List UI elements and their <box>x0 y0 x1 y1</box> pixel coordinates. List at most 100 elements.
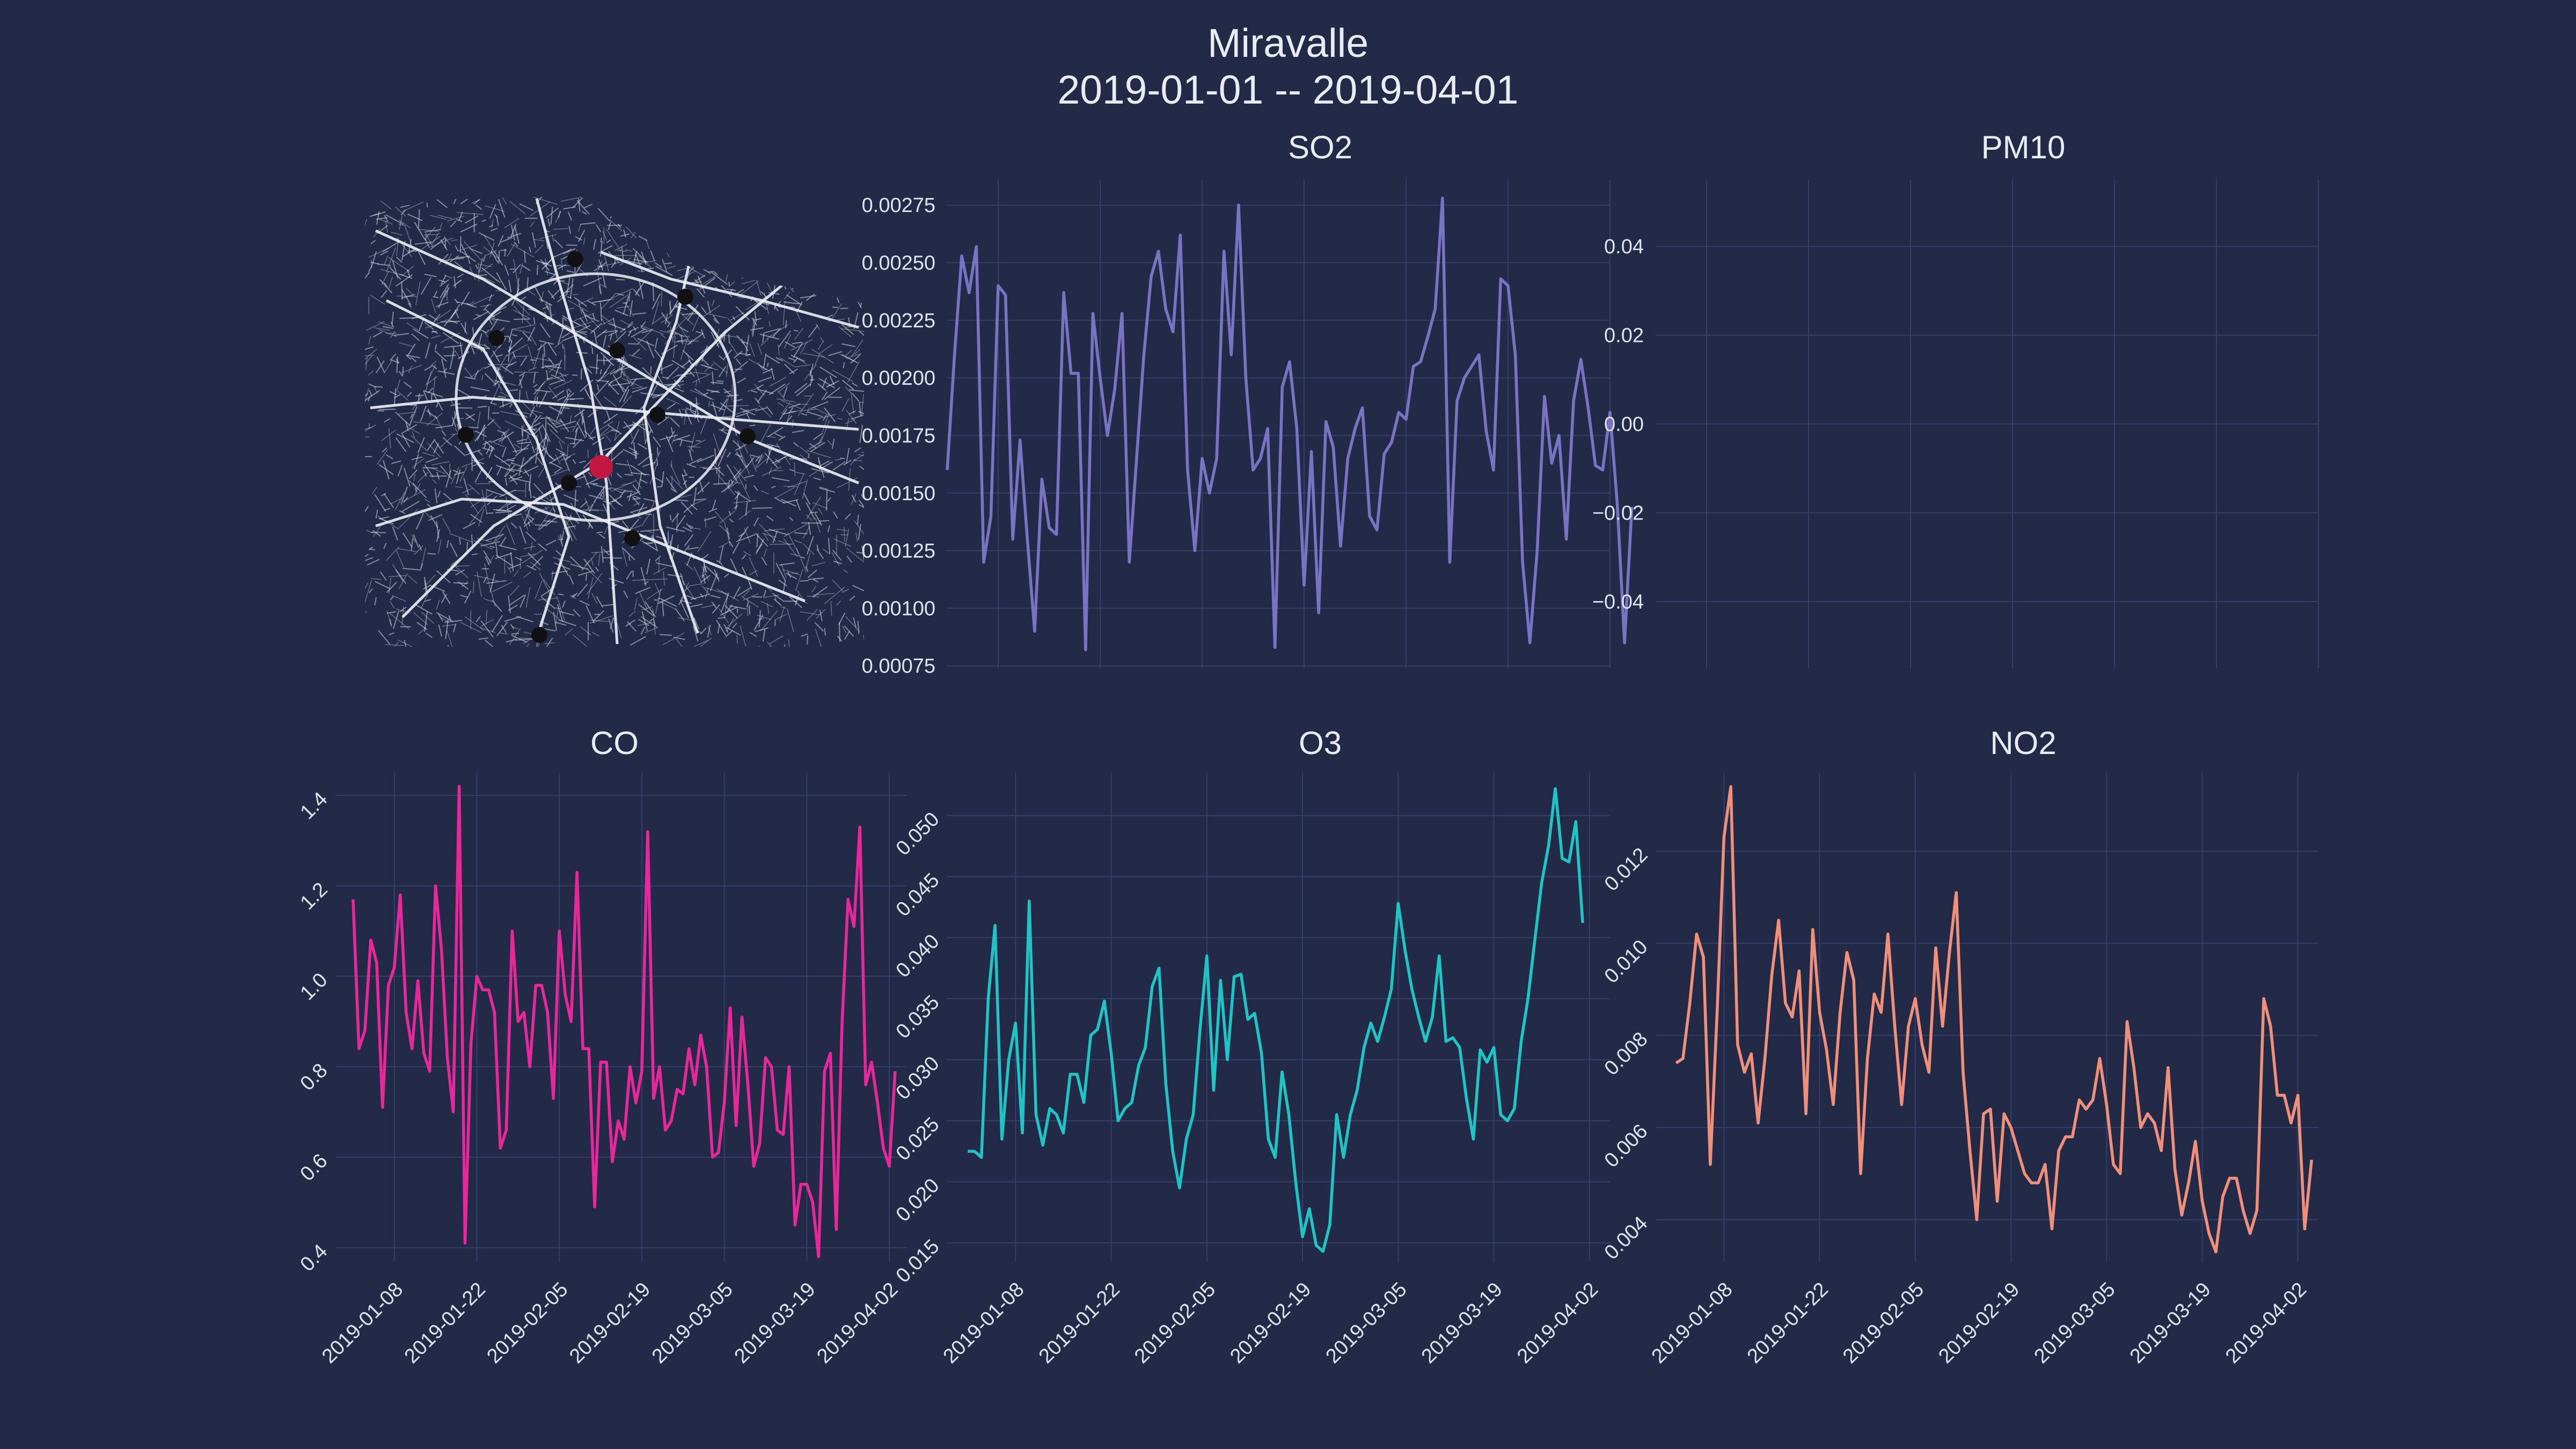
map-street <box>577 299 582 314</box>
map-street <box>400 209 406 216</box>
map-street <box>796 357 807 364</box>
map-street <box>475 430 487 437</box>
map-street <box>662 230 669 238</box>
map-street <box>758 376 772 383</box>
map-street <box>426 229 442 232</box>
map-street <box>623 370 630 384</box>
map-street <box>670 464 680 485</box>
map-street <box>719 211 738 222</box>
map-street <box>604 526 608 535</box>
map-street <box>475 265 479 269</box>
map-street <box>452 279 462 287</box>
map-street <box>808 325 818 338</box>
map-street <box>588 494 603 500</box>
map-street <box>675 213 691 224</box>
station-marker <box>649 407 665 423</box>
map-street <box>672 208 675 215</box>
map-street <box>802 479 808 500</box>
map-street <box>421 611 434 624</box>
map-street <box>638 255 652 268</box>
map-street <box>818 344 833 355</box>
no2-chart: 2019-01-08 2019-01-22 2019-02-05 2019-02-19… <box>1600 773 2318 1368</box>
map-street <box>600 352 614 367</box>
map-street <box>653 436 661 448</box>
map-street <box>788 407 794 414</box>
map-street <box>627 331 632 336</box>
map-street <box>563 317 567 321</box>
map-street <box>624 302 634 317</box>
map-street <box>434 290 438 297</box>
map-street <box>534 286 544 302</box>
map-street <box>425 319 448 329</box>
map-street <box>412 458 425 469</box>
map-street <box>611 480 636 492</box>
map-street <box>789 469 795 472</box>
map-street <box>640 325 664 335</box>
map-street <box>573 428 578 445</box>
map-street <box>460 595 469 598</box>
map-street <box>402 489 426 502</box>
map-street <box>394 206 406 217</box>
map-street <box>689 525 693 528</box>
map-street <box>665 477 677 493</box>
map-street <box>850 354 861 364</box>
map-street <box>569 575 574 584</box>
map-street <box>537 342 547 351</box>
map-street <box>726 260 728 266</box>
map-street <box>791 572 799 574</box>
map-street <box>485 466 493 479</box>
y-tick-label: 0.00150 <box>862 482 935 505</box>
map-street <box>628 291 631 302</box>
map-street <box>760 291 768 298</box>
map-street <box>397 391 409 401</box>
map-street <box>696 331 703 334</box>
map-street <box>511 477 531 483</box>
map-street <box>369 211 386 217</box>
map-street <box>508 473 518 479</box>
map-street <box>849 389 864 393</box>
map-street <box>506 504 516 511</box>
map-street <box>475 274 495 283</box>
map-street <box>418 229 440 232</box>
map-street <box>380 290 387 298</box>
map-street <box>415 604 433 615</box>
map-street <box>767 232 784 238</box>
map-street <box>369 588 373 594</box>
map-street <box>460 244 470 260</box>
map-street <box>828 236 835 253</box>
map-street <box>396 433 414 443</box>
map-street <box>460 223 478 233</box>
map-street <box>757 342 763 355</box>
o3-chart: 2019-01-08 2019-01-22 2019-02-05 2019-02-19… <box>892 773 1610 1368</box>
map-street <box>411 333 420 341</box>
map-street <box>519 262 523 274</box>
map-street <box>792 341 802 345</box>
map-street <box>794 532 808 535</box>
map-street <box>425 238 430 248</box>
map-street <box>586 573 603 595</box>
y-tick-label: 0.015 <box>892 1235 944 1287</box>
map-street <box>500 536 507 546</box>
map-street <box>400 486 408 505</box>
map-street <box>603 396 617 408</box>
map-street <box>755 277 762 296</box>
map-street <box>437 491 441 498</box>
map-street <box>843 459 852 466</box>
map-street <box>779 408 788 421</box>
map-street <box>544 270 557 276</box>
map-street <box>619 385 630 403</box>
map-street <box>630 507 648 514</box>
map-street <box>703 305 721 317</box>
map-street <box>444 345 463 348</box>
map-street <box>611 429 619 432</box>
map-street <box>715 511 725 523</box>
map-street <box>492 350 501 363</box>
map-street <box>737 296 745 299</box>
map-street <box>626 621 637 632</box>
map-street <box>787 224 795 230</box>
map-street <box>461 251 476 262</box>
map-street <box>753 485 758 492</box>
map-street <box>490 318 499 331</box>
map-street <box>365 355 373 374</box>
map-street <box>593 239 596 250</box>
